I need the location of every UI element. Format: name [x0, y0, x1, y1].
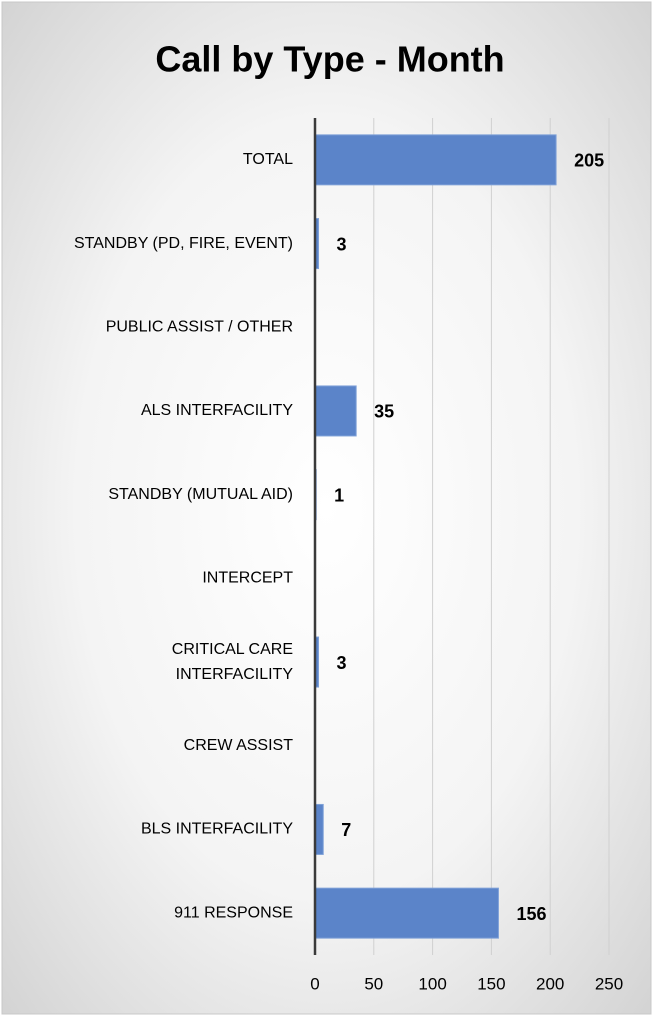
label-line: CRITICAL CARE: [172, 641, 293, 658]
bar: [314, 887, 499, 939]
y-tick-label: 911 RESPONSE: [174, 904, 293, 921]
y-tick-label: INTERCEPT: [202, 570, 293, 587]
value-label: 7: [341, 820, 351, 840]
x-tick-label: 250: [595, 974, 623, 993]
x-tick-label: 150: [477, 974, 505, 993]
value-label: 3: [337, 653, 347, 673]
value-label: 156: [516, 904, 546, 924]
value-label: 3: [337, 234, 347, 254]
y-tick-label: TOTAL: [243, 151, 293, 168]
value-label: 35: [374, 402, 394, 422]
bar: [314, 385, 357, 437]
value-label: 205: [574, 151, 604, 171]
label-line: INTERFACILITY: [176, 666, 294, 683]
bar: [314, 134, 557, 186]
x-tick-label: 50: [364, 974, 383, 993]
chart-title: Call by Type - Month: [155, 39, 504, 80]
y-tick-label: CRITICAL CARE INTERFACILITY: [172, 641, 294, 683]
x-tick-label: 200: [536, 974, 564, 993]
x-tick-label: 100: [418, 974, 446, 993]
value-label: 1: [334, 485, 344, 505]
y-tick-label: STANDBY (PD, FIRE, EVENT): [74, 235, 293, 252]
x-tick-label: 0: [310, 974, 319, 993]
y-tick-label: BLS INTERFACILITY: [141, 821, 293, 838]
y-tick-label: STANDBY (MUTUAL AID): [108, 486, 293, 503]
y-tick-label: ALS INTERFACILITY: [141, 402, 293, 419]
y-tick-label: PUBLIC ASSIST / OTHER: [106, 318, 293, 335]
y-tick-label: CREW ASSIST: [184, 737, 294, 754]
